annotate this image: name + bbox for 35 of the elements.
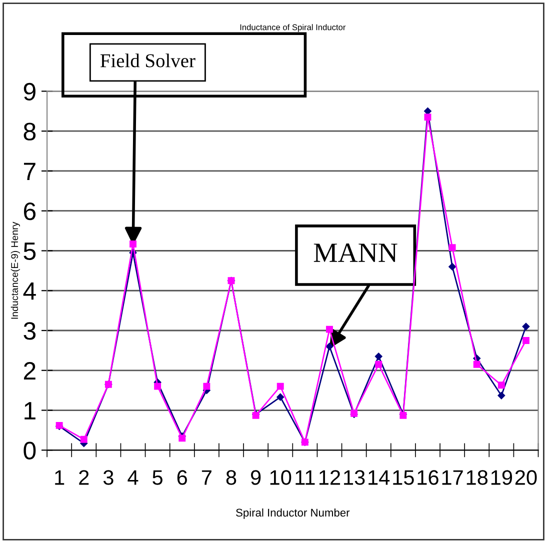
x-tick-label: 11 xyxy=(296,470,315,485)
annotation: MANN xyxy=(314,244,398,262)
x-tick-label: 20 xyxy=(515,470,537,485)
x-tick-label: 1 xyxy=(55,470,64,485)
x-tick-label: 3 xyxy=(103,470,114,485)
x-axis-title: Spiral Inductor Number xyxy=(236,508,350,519)
x-tick-label: 4 xyxy=(128,470,138,485)
annotation: Field Solver xyxy=(100,54,196,68)
chart-title: Inductance of Spiral Inductor xyxy=(240,24,346,32)
y-tick-label: 2 xyxy=(24,362,36,380)
x-tick-label: 6 xyxy=(177,470,187,485)
y-tick-label: 9 xyxy=(24,82,36,101)
y-tick-label: 0 xyxy=(24,442,36,460)
x-tick-label: 2 xyxy=(79,470,89,485)
y-tick-label: 6 xyxy=(24,202,36,220)
y-tick-label: 8 xyxy=(24,122,36,140)
y-tick-label: 7 xyxy=(24,162,36,180)
x-tick-label: 16 xyxy=(418,470,438,485)
x-tick-label: 14 xyxy=(368,470,390,485)
x-tick-label: 19 xyxy=(491,470,512,485)
y-axis-title: Inductance(E-9) Henry xyxy=(10,222,20,319)
y-tick-label: 4 xyxy=(23,282,36,300)
x-tick-label: 7 xyxy=(202,470,212,485)
x-tick-label: 15 xyxy=(393,470,414,485)
x-tick-label: 18 xyxy=(466,470,488,485)
x-tick-label: 5 xyxy=(152,470,162,485)
y-tick-label: 5 xyxy=(24,242,36,260)
y-tick-label: 1 xyxy=(24,402,36,420)
x-tick-label: 9 xyxy=(250,470,261,485)
x-tick-label: 17 xyxy=(442,470,463,485)
x-tick-label: 8 xyxy=(226,470,236,485)
x-tick-label: 10 xyxy=(270,470,292,485)
x-tick-label: 12 xyxy=(319,470,340,485)
y-tick-label: 3 xyxy=(24,322,36,340)
x-tick-label: 13 xyxy=(344,470,365,485)
